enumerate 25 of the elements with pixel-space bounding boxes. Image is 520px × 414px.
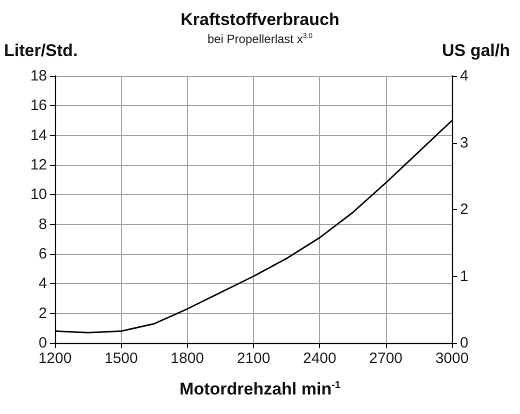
y-axis-title: Liter/Std.: [4, 41, 78, 60]
y-tick-label: 18: [30, 68, 47, 84]
y-tick-label: 8: [38, 216, 47, 233]
y-tick-label: 4: [38, 275, 47, 292]
y2-tick-label: 0: [460, 334, 468, 352]
y-tick-label: 10: [30, 186, 47, 204]
y-tick-label: 14: [30, 126, 47, 144]
chart-title: Kraftstoffverbrauch: [180, 10, 340, 29]
x-tick-label: 2700: [369, 350, 403, 367]
x-tick-label: 2100: [236, 350, 270, 367]
y-tick-label: 2: [38, 304, 47, 322]
y2-tick-label: 2: [460, 201, 468, 218]
x-tick-label: 3000: [435, 350, 469, 367]
y-tick-label: 0: [38, 334, 47, 352]
y-tick-label: 12: [30, 156, 47, 174]
y-tick-label: 6: [38, 246, 47, 262]
y2-tick-label: 4: [460, 68, 468, 84]
x-tick-label: 2400: [302, 350, 336, 367]
y-tick-label: 16: [30, 97, 47, 114]
x-tick-label: 1200: [38, 350, 72, 367]
x-tick-label: 1800: [170, 350, 204, 367]
y2-tick-label: 1: [460, 268, 468, 285]
y2-tick-label: 3: [460, 134, 468, 152]
x-tick-label: 1500: [104, 350, 138, 367]
y2-axis-title: US gal/h: [442, 41, 510, 60]
